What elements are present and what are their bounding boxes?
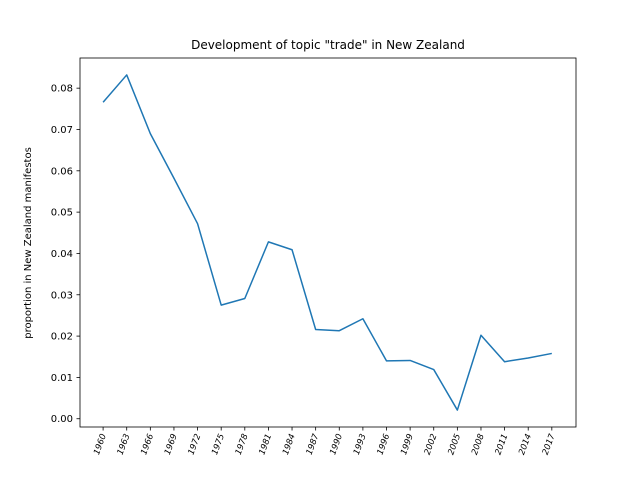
y-tick-label: 0.01 [51,373,73,384]
y-tick-label: 0.06 [51,166,73,177]
axes-frame [79,57,577,428]
y-tick-label: 0.07 [51,125,73,136]
y-axis-label: proportion in New Zealand manifestos [23,147,34,339]
y-tick-label: 0.08 [51,84,73,95]
chart-title: Development of topic "trade" in New Zeal… [191,38,465,52]
y-tick-label: 0.05 [51,208,73,219]
y-tick-label: 0.00 [51,414,73,425]
y-tick-label: 0.03 [51,290,73,301]
series-line [102,74,552,411]
y-tick-label: 0.02 [51,332,73,343]
y-tick-label: 0.04 [51,249,73,260]
